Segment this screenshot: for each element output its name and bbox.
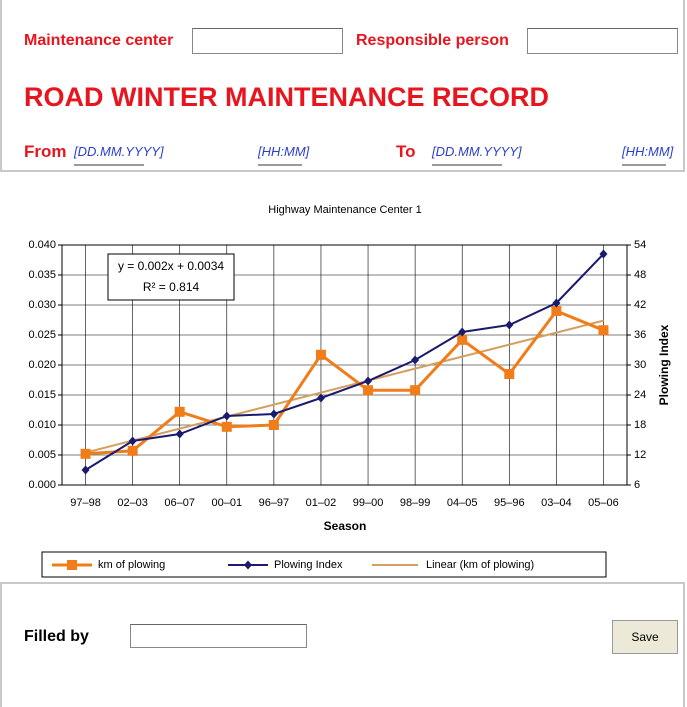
y2-tick-label: 18 (634, 419, 646, 431)
from-label: From (24, 142, 67, 161)
y-tick-label: 0.025 (28, 329, 56, 341)
x-tick-label: 03–04 (541, 497, 572, 509)
data-point (128, 436, 137, 446)
from-date[interactable]: [DD.MM.YYYY] (74, 144, 164, 159)
series-line (85, 309, 605, 456)
legend-label: Linear (km of plowing) (426, 559, 534, 571)
x-tick-label: 96–97 (259, 497, 290, 509)
y2-tick-label: 48 (634, 269, 646, 281)
x-tick-label: 06–07 (164, 497, 195, 509)
field-underline (258, 164, 302, 166)
y-tick-label: 0.030 (28, 299, 56, 311)
to-date[interactable]: [DD.MM.YYYY] (432, 144, 522, 159)
y-tick-label: 0.010 (28, 419, 56, 431)
y-tick-label: 0.000 (28, 479, 56, 491)
chart-title: Highway Maintenance Center 1 (268, 204, 421, 216)
legend (41, 551, 607, 578)
y-tick-label: 0.020 (28, 359, 56, 371)
y2-tick-label: 54 (634, 239, 646, 251)
y-tick-label: 0.040 (28, 239, 56, 251)
data-point (269, 409, 278, 419)
data-point (551, 306, 562, 316)
data-point (599, 249, 608, 259)
data-point (598, 325, 609, 336)
y2-tick-label: 12 (634, 449, 646, 461)
filled-by-input[interactable] (130, 624, 307, 648)
data-point (268, 420, 279, 430)
data-point (81, 465, 90, 475)
maintenance-center-input[interactable] (192, 28, 343, 54)
data-point (410, 385, 421, 396)
legend-marker (244, 560, 252, 570)
field-underline (622, 164, 666, 166)
to-label: To (396, 142, 416, 161)
header-panel: Maintenance center Responsible person RO… (0, 0, 685, 172)
data-point (411, 355, 420, 365)
x-tick-label: 00–01 (211, 497, 242, 509)
annotation-box (107, 253, 235, 301)
data-point (505, 320, 514, 330)
x-tick-label: 02–03 (117, 497, 148, 509)
x-tick-label: 97–98 (70, 497, 101, 509)
maintenance-center-label: Maintenance center (24, 32, 174, 49)
data-point (174, 406, 185, 417)
data-point (80, 448, 91, 459)
trendline (85, 319, 604, 454)
data-point (504, 369, 515, 379)
data-point (552, 298, 561, 308)
data-point (363, 385, 374, 396)
data-point (221, 421, 232, 432)
data-point (127, 445, 138, 456)
filled-by-label: Filled by (24, 628, 89, 645)
x-axis-label: Season (324, 519, 367, 533)
legend-marker (67, 560, 77, 570)
plot-frame (61, 244, 628, 486)
y2-tick-label: 36 (634, 329, 646, 341)
x-tick-label: 99–00 (353, 497, 384, 509)
from-time[interactable]: [HH:MM] (258, 144, 310, 159)
y2-tick-label: 42 (634, 299, 646, 311)
data-point (315, 349, 326, 360)
series-line (85, 253, 605, 471)
record-title: ROAD WINTER MAINTENANCE RECORD (24, 82, 549, 112)
data-point (458, 327, 467, 337)
data-point (364, 376, 373, 386)
data-point (175, 429, 184, 439)
footer-panel: Filled by Save (0, 582, 685, 707)
y2-axis-label: Plowing Index (657, 324, 671, 405)
trend-equation: y = 0.002x + 0.0034 (118, 259, 224, 273)
y2-tick-label: 24 (634, 389, 646, 401)
responsible-person-label: Responsible person (356, 32, 509, 49)
chart: Highway Maintenance Center 1 Season Plow… (28, 204, 671, 578)
y-tick-label: 0.015 (28, 389, 56, 401)
to-time[interactable]: [HH:MM] (622, 144, 674, 159)
responsible-person-input[interactable] (527, 28, 678, 54)
field-underline (74, 164, 144, 166)
y-tick-label: 0.035 (28, 269, 56, 281)
x-tick-label: 04–05 (447, 497, 478, 509)
y2-tick-label: 30 (634, 359, 646, 371)
x-tick-label: 98–99 (400, 497, 431, 509)
legend-label: km of plowing (98, 559, 165, 571)
x-tick-label: 05–06 (588, 497, 619, 509)
save-button[interactable]: Save (612, 620, 678, 654)
y2-tick-label: 6 (634, 479, 640, 491)
data-point (316, 393, 325, 403)
legend-label: Plowing Index (274, 559, 343, 571)
trend-r-squared: R² = 0.814 (143, 280, 200, 294)
data-point (457, 334, 468, 345)
x-tick-label: 95–96 (494, 497, 525, 509)
data-point (222, 411, 231, 421)
x-tick-label: 01–02 (306, 497, 337, 509)
y-tick-label: 0.005 (28, 449, 56, 461)
field-underline (432, 164, 502, 166)
